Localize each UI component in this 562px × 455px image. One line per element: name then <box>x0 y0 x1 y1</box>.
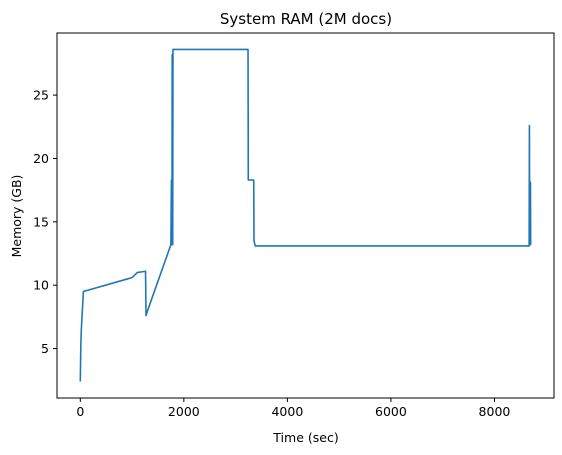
y-tick-label: 25 <box>33 88 49 103</box>
x-tick-label: 2000 <box>168 404 200 419</box>
x-tick-label: 0 <box>76 404 84 419</box>
y-tick-label: 20 <box>33 151 49 166</box>
y-axis-title: Memory (GB) <box>9 175 24 258</box>
x-tick-label: 4000 <box>271 404 303 419</box>
y-tick-label: 5 <box>41 341 49 356</box>
series-line <box>79 48 532 382</box>
x-axis-ticks: 0 2000 4000 6000 8000 <box>76 398 510 419</box>
x-axis-title: Time (sec) <box>272 430 338 445</box>
y-tick-label: 15 <box>33 214 49 229</box>
y-axis-ticks: 5 10 15 20 25 <box>33 88 57 356</box>
axes-frame <box>56 32 555 399</box>
y-tick-label: 10 <box>33 278 49 293</box>
x-tick-label: 8000 <box>479 404 511 419</box>
chart-title: System RAM (2M docs) <box>220 10 392 28</box>
plot-area <box>79 48 532 382</box>
x-tick-label: 6000 <box>375 404 407 419</box>
